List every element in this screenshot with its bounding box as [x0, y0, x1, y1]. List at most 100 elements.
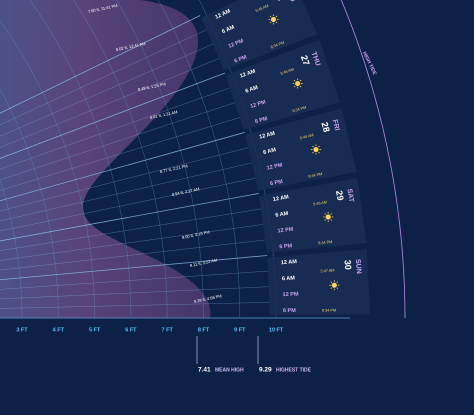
time-label: 6 PM [283, 308, 296, 314]
hour-line [0, 270, 269, 290]
date: 29 [334, 190, 346, 202]
hour-line [0, 132, 245, 202]
grid-layer [0, 0, 406, 319]
sunset-time: 8:34 PM [318, 240, 332, 245]
legend-label: HIGHEST TIDE [276, 367, 312, 373]
legend-label: MEAN HIGH [215, 367, 244, 373]
depth-label: 3 FT [16, 327, 28, 333]
hour-line [0, 302, 270, 309]
time-label: 6 AM [245, 85, 260, 95]
tide-label: 8.49 ft, 1:25 PM [137, 81, 166, 92]
day-panel [245, 108, 357, 191]
depth-label: 6 FT [125, 327, 137, 333]
sunrise-time: 5:46 AM [313, 200, 327, 206]
depth-arc [29, 0, 132, 319]
sunset-time: 8:34 PM [322, 308, 336, 312]
depth-label: 7 FT [162, 327, 174, 333]
day-panel [267, 249, 370, 315]
tide-label: 8.94 ft, 2:27 AM [171, 186, 199, 197]
sunset-time: 8:34 PM [292, 105, 307, 113]
sun-icon [325, 214, 331, 220]
depth-label: 5 FT [89, 327, 101, 333]
time-label: 12 AM [281, 259, 298, 266]
hour-line [0, 239, 266, 271]
sun-ray [330, 213, 333, 215]
weekday: SUN [354, 259, 362, 274]
hour-line [0, 117, 241, 191]
sun-ray [293, 85, 296, 88]
legend-value: 7.41 [198, 367, 211, 374]
weekday: SAT [345, 188, 354, 203]
hour-line [0, 286, 270, 300]
legend-value: 9.29 [259, 367, 272, 374]
sun-icon [270, 16, 277, 23]
hour-line [0, 87, 231, 170]
day-layer: 12 AM 6 AM 12 PM 6 PM 5:45 AM 8:34 PM WED26 12 … [201, 0, 370, 315]
date: 27 [299, 54, 312, 67]
date: 28 [319, 121, 331, 133]
hour-line [0, 162, 253, 222]
depth-label: 8 FT [198, 327, 210, 333]
depth-arc [73, 0, 168, 319]
tide-area-layer [0, 0, 211, 318]
tide-label: 9.11 ft, 3:22 AM [189, 257, 217, 268]
depth-label: 9 FT [234, 327, 246, 333]
sunrise-time: 5:45 AM [280, 67, 294, 75]
sun-icon [331, 282, 337, 288]
time-label: 12 AM [239, 68, 256, 79]
tide-label: 8.77 ft, 2:21 PM [159, 163, 188, 174]
tide-label: 9.29 ft, 4:08 PM [193, 293, 222, 304]
hour-line [0, 177, 256, 232]
time-label: 12 PM [266, 162, 283, 171]
tide-label: 8.61 ft, 1:31 AM [149, 109, 177, 120]
weekday: THU [310, 51, 321, 67]
sun-ray [275, 15, 278, 18]
hour-line [0, 147, 249, 212]
depth-arc [115, 0, 204, 319]
weekday: FRI [331, 119, 341, 132]
high-tide-arc [340, 0, 406, 319]
time-label: 12 AM [273, 194, 290, 203]
sun-ray [318, 151, 320, 154]
sun-icon [295, 80, 301, 87]
sun-ray [299, 85, 302, 88]
depth-label: 10 FT [269, 327, 284, 333]
sun-ray [318, 145, 320, 148]
sun-icon [313, 146, 319, 153]
depth-arc [0, 88, 59, 319]
depth-arc [0, 20, 95, 319]
time-label: 6 AM [275, 211, 289, 219]
time-label: 12 PM [283, 292, 300, 299]
weekday: WED [283, 0, 296, 3]
sun-ray [330, 219, 333, 221]
sun-ray [324, 219, 327, 221]
time-label: 12 PM [277, 227, 294, 235]
sun-ray [299, 79, 302, 82]
time-label: 6 PM [254, 116, 268, 125]
tide-area [0, 0, 211, 318]
sun-ray [269, 15, 272, 18]
hour-line [0, 208, 262, 251]
time-label: 12 AM [259, 131, 276, 141]
sun-ray [312, 145, 314, 148]
hour-line [0, 102, 236, 181]
hour-line [0, 72, 226, 159]
time-label: 6 PM [234, 54, 249, 64]
hour-line [0, 255, 268, 281]
sun-ray [324, 213, 327, 215]
sun-ray [336, 281, 339, 283]
hour-line [0, 224, 264, 261]
date: 30 [342, 259, 353, 270]
time-label: 6 PM [279, 243, 293, 250]
day-panel [201, 0, 318, 71]
sun-ray [275, 21, 278, 24]
time-label: 6 PM [270, 179, 284, 187]
time-label: 12 PM [228, 38, 245, 50]
sunrise-time: 5:45 AM [255, 4, 269, 13]
day-panel [225, 40, 340, 130]
sunset-time: 8:34 PM [308, 172, 323, 179]
hour-line [0, 193, 259, 242]
sunrise-time: 5:46 AM [299, 133, 313, 140]
time-label: 6 AM [221, 24, 236, 35]
